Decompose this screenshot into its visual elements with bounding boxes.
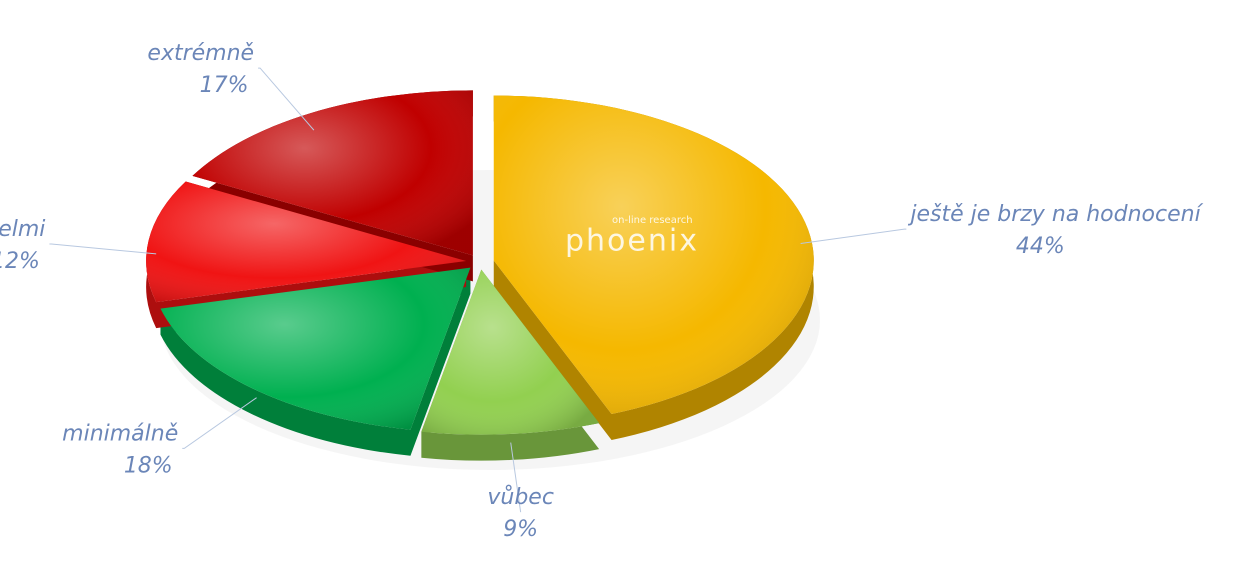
value-label: 12% (0, 249, 40, 274)
slice-highlight (493, 95, 814, 414)
leader-line (182, 397, 257, 449)
watermark-subtitle: on-line research (612, 215, 693, 226)
slice-highlight (146, 181, 467, 303)
leader-line (49, 243, 157, 255)
slice-highlight (192, 90, 473, 256)
category-label: minimálně (62, 421, 178, 446)
leader-line (258, 67, 315, 131)
category-label: ještě je brzy na hodnocení (907, 202, 1203, 227)
value-label: 17% (200, 73, 249, 98)
slice-tops (146, 90, 814, 435)
slice-highlight (160, 267, 471, 430)
category-label: extrémně (147, 41, 254, 66)
value-label: 44% (1016, 234, 1065, 259)
category-label: velmi (0, 217, 45, 242)
leader-line (800, 228, 907, 244)
leader-line (510, 442, 522, 513)
slice-highlight (421, 269, 600, 435)
labels: ještě je brzy na hodnocení 44% vůbec 9% mini… (0, 41, 1204, 542)
watermark-title: phoenix (565, 224, 699, 259)
category-label: vůbec (487, 484, 554, 510)
value-label: 18% (124, 453, 173, 478)
value-label: 9% (503, 517, 538, 542)
